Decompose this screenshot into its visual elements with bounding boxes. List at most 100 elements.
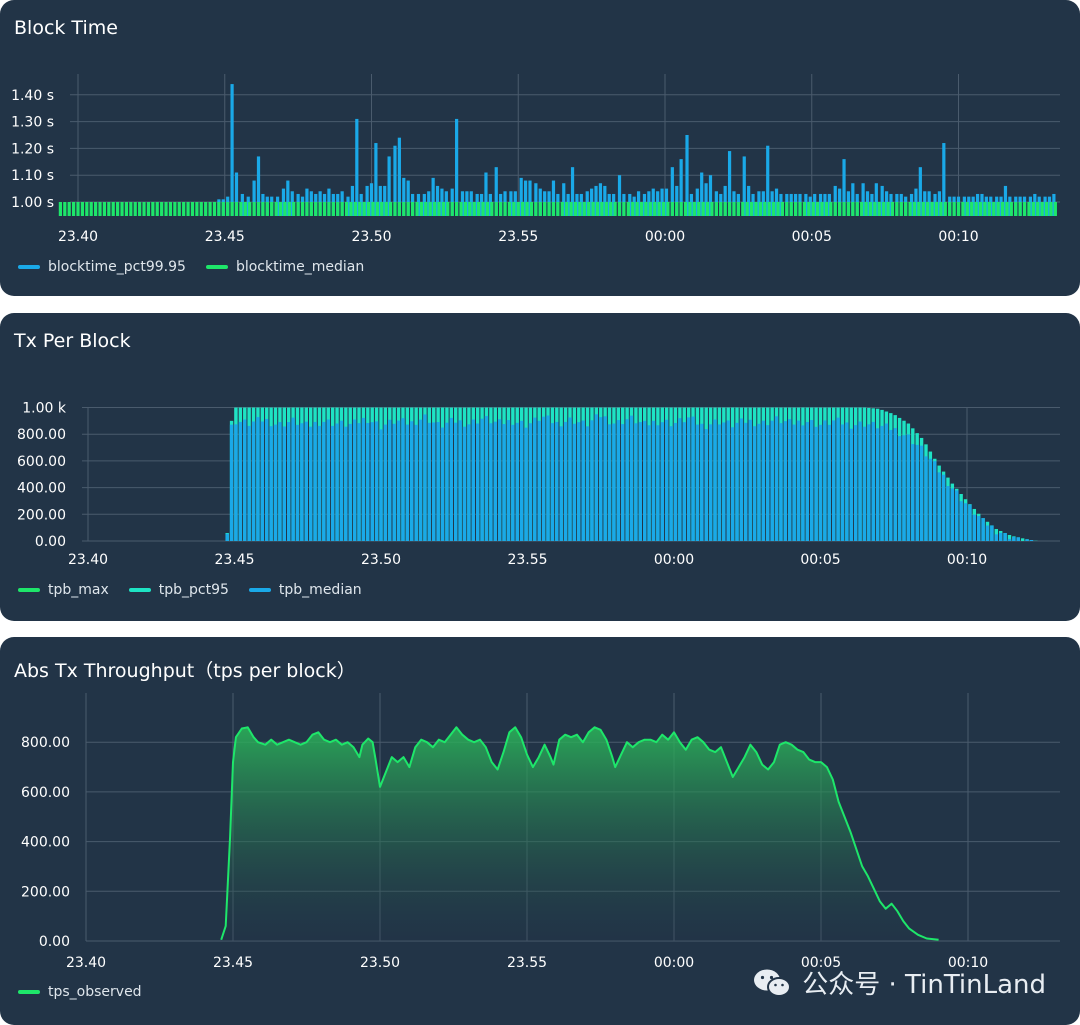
bar-median (361, 417, 366, 541)
bar-median (1018, 202, 1022, 216)
bar-median (234, 424, 238, 541)
bar-median (679, 202, 683, 216)
bar-median (419, 202, 423, 216)
bar-median (774, 416, 779, 541)
bar-median (366, 422, 370, 541)
bar-median (388, 419, 392, 541)
bar-pct99-95 (523, 180, 528, 216)
panel-title: Block Time (14, 17, 118, 39)
bar-median (396, 420, 401, 541)
legend-item[interactable]: tps_observed (18, 984, 142, 1000)
bar-median (278, 422, 282, 541)
bar-median (1022, 202, 1027, 216)
legend-item[interactable]: tpb_pct95 (128, 582, 229, 598)
bar-median (700, 423, 704, 541)
bar-median (719, 202, 723, 216)
bar-pct99-95 (528, 180, 532, 216)
block-time-chart: 1.00 s 1.10 s 1.20 s 1.30 s 1.40 s 23.40 23.45… (11, 74, 1060, 245)
bar-median (722, 422, 726, 541)
bar-pct99-95 (708, 175, 713, 216)
bar-pct99-95 (723, 185, 727, 216)
bar-median (972, 514, 977, 541)
legend-swatch (18, 588, 40, 592)
legend-label: blocktime_median (235, 259, 365, 275)
bar-median (226, 202, 230, 216)
bar-median (657, 202, 661, 216)
bar-median (880, 425, 884, 541)
bar-median (842, 202, 846, 216)
bar-median (955, 490, 959, 541)
bar-median (538, 202, 542, 216)
bar-median (462, 426, 467, 541)
bar-median (116, 202, 120, 216)
bar-median (792, 424, 796, 541)
bar-median (455, 202, 459, 216)
bar-median (497, 419, 502, 541)
bar-median (519, 420, 524, 541)
bar-median (1025, 539, 1029, 541)
bar-pct99-95 (1003, 185, 1008, 216)
legend: tps_observed (18, 984, 162, 1000)
bar-median (287, 202, 291, 216)
bar-median (990, 525, 994, 541)
bar-median (371, 202, 375, 216)
bar-median (889, 429, 893, 541)
bar-median (503, 202, 507, 216)
bar-median (899, 202, 903, 216)
bar-median (771, 202, 776, 216)
bar-median (730, 427, 735, 541)
x-tick-label: 23.55 (507, 955, 547, 971)
bar-median (748, 419, 752, 541)
bar-pct99-95 (918, 167, 922, 216)
bar-median (296, 202, 300, 216)
bar-median (582, 202, 586, 216)
bar-median (827, 424, 831, 541)
bar-median (763, 202, 767, 216)
bar-median (366, 202, 371, 216)
bar-median (981, 518, 985, 541)
bar-pct99-95 (700, 172, 704, 216)
x-tick-label: 00:10 (948, 955, 988, 971)
bar-median (433, 202, 437, 216)
bar-pct99-95 (679, 159, 683, 216)
bar-pct99-95 (598, 183, 603, 216)
bar-median (591, 202, 595, 216)
x-tick-label: 23.45 (214, 552, 254, 568)
bar-pct99-95 (365, 185, 369, 216)
bar-pct99-95 (286, 180, 290, 216)
bar-median (846, 202, 851, 216)
legend-item[interactable]: tpb_max (18, 582, 109, 598)
legend-item[interactable]: blocktime_pct99.95 (18, 259, 186, 275)
bar-median (732, 202, 736, 216)
bar-median (820, 202, 824, 216)
bar-pct99-95 (393, 145, 397, 216)
block-time-panel: Block Time 1.00 s 1.10 s 1.20 s 1.30 s 1.40 … (0, 0, 1080, 296)
bar-median (708, 424, 713, 541)
bar-median (414, 424, 418, 541)
bar-median (424, 202, 428, 216)
bar-pct99-95 (562, 183, 566, 216)
bar-median (599, 417, 603, 541)
bar-median (322, 421, 326, 541)
bar-median (467, 424, 471, 541)
bar-median (882, 202, 886, 216)
panel-title: Tx Per Block (14, 330, 131, 352)
bar-pct99-95 (942, 143, 946, 216)
bar-median (921, 202, 925, 216)
bar-median (612, 423, 616, 541)
legend-item[interactable]: tpb_median (248, 582, 362, 598)
legend-item[interactable]: blocktime_median (205, 259, 365, 275)
legend-swatch (18, 265, 40, 269)
bar-median (789, 202, 793, 216)
bar-median (340, 202, 344, 216)
bar-median (1049, 202, 1053, 216)
bar-median (647, 425, 651, 541)
bar-median (895, 202, 899, 216)
bar-median (423, 414, 427, 541)
bar-median (67, 202, 71, 216)
bar-median (831, 420, 836, 541)
bar-median (238, 421, 243, 541)
bar-median (669, 426, 673, 541)
bar-median (1003, 532, 1007, 541)
bar-median (358, 202, 362, 216)
